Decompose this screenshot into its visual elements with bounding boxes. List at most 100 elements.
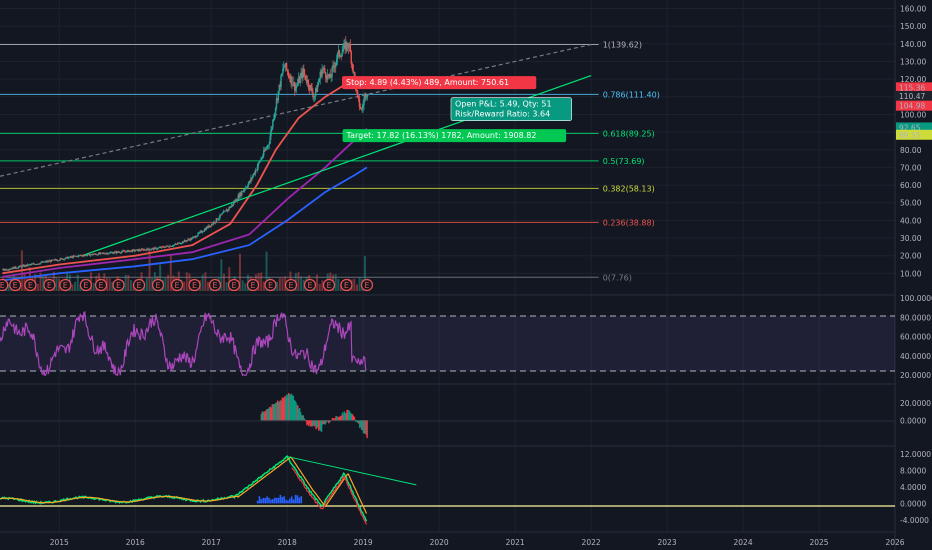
candle-body bbox=[273, 113, 276, 119]
candle-body bbox=[111, 252, 114, 254]
price-tick-label: 140.00 bbox=[900, 40, 926, 49]
candle-body bbox=[133, 249, 135, 252]
candle-body bbox=[194, 236, 197, 238]
candle-body bbox=[85, 254, 87, 256]
candle-body bbox=[136, 249, 138, 251]
candle-body bbox=[174, 243, 176, 245]
histogram-bar bbox=[342, 414, 345, 421]
candle-body bbox=[192, 236, 195, 238]
rsi-pane[interactable] bbox=[0, 310, 895, 377]
histogram-bar bbox=[318, 420, 320, 431]
macd-y-axis: 12.0000 8.0000 4.0000 0.0000 -4.0000 bbox=[900, 450, 931, 525]
candle-body bbox=[339, 56, 342, 58]
candle-body bbox=[332, 65, 334, 68]
candle-body bbox=[276, 98, 279, 101]
earnings-marker-label: E bbox=[344, 281, 349, 290]
candle-body bbox=[89, 254, 92, 256]
macd-bar bbox=[296, 495, 299, 504]
hist-tick-label: 0.0000 bbox=[900, 416, 926, 425]
candle-body bbox=[206, 227, 208, 229]
candle-body bbox=[356, 90, 358, 91]
macd-histogram-bars bbox=[256, 494, 303, 504]
candle-body bbox=[108, 253, 110, 255]
histogram-bar bbox=[267, 408, 270, 421]
earnings-marker-label: E bbox=[155, 281, 160, 290]
candle-body bbox=[68, 256, 71, 258]
x-tick-label: 2020 bbox=[430, 538, 449, 547]
earnings-marker bbox=[303, 278, 317, 292]
price-tag-bg bbox=[896, 82, 932, 93]
price-tag-label: 110.47 bbox=[899, 92, 925, 101]
candle-body bbox=[290, 76, 292, 83]
macd-bar bbox=[275, 497, 278, 504]
macd-red-line bbox=[291, 467, 368, 525]
candle-body bbox=[325, 77, 328, 80]
macd-bar bbox=[277, 497, 280, 504]
candle-body bbox=[241, 191, 243, 196]
candle-body bbox=[207, 225, 209, 229]
volume-bar bbox=[111, 281, 114, 291]
candle-body bbox=[56, 260, 58, 261]
histogram-bar bbox=[313, 420, 315, 427]
x-tick-label: 2021 bbox=[506, 538, 525, 547]
histogram-bar bbox=[315, 420, 317, 430]
candle-body bbox=[134, 250, 136, 252]
volume-bar bbox=[159, 264, 162, 291]
candle-body bbox=[149, 249, 152, 251]
earnings-marker bbox=[208, 278, 222, 292]
macd-trendline[interactable] bbox=[287, 456, 417, 486]
candle-body bbox=[253, 173, 255, 176]
price-tag-bg bbox=[896, 129, 932, 140]
earnings-marker-label: E bbox=[250, 281, 255, 290]
earnings-marker bbox=[322, 278, 336, 292]
candle-body bbox=[205, 227, 207, 231]
macd-bar bbox=[281, 496, 284, 504]
candle-body bbox=[337, 50, 340, 53]
rsi-tick-label: 80.0000 bbox=[900, 313, 931, 322]
histogram-bar bbox=[314, 420, 316, 426]
candle-body bbox=[141, 248, 144, 250]
histogram-bar bbox=[271, 404, 274, 421]
histogram-bar bbox=[326, 420, 328, 422]
price-tag-bg bbox=[896, 90, 932, 101]
volume-bar bbox=[90, 272, 93, 291]
volume-bar bbox=[183, 281, 186, 291]
candle-body bbox=[29, 264, 32, 266]
candle-body bbox=[87, 253, 89, 256]
position-box-bg bbox=[342, 129, 567, 143]
rsi-line bbox=[0, 310, 367, 377]
candle-body bbox=[78, 255, 81, 257]
candle-body bbox=[54, 259, 56, 261]
candle-body bbox=[296, 83, 299, 86]
histogram-bar bbox=[337, 417, 339, 421]
candle-body bbox=[26, 264, 29, 266]
candle-body bbox=[56, 260, 59, 262]
histogram-bar bbox=[316, 420, 318, 428]
price-tag-label: 104.98 bbox=[899, 102, 925, 111]
candle-body bbox=[318, 79, 321, 83]
position-boxes[interactable]: Stop: 4.89 (4.43%) 489, Amount: 750.61 Op… bbox=[342, 76, 572, 143]
histogram-bar bbox=[264, 411, 266, 421]
candle-body bbox=[112, 253, 114, 254]
momentum-histogram-pane[interactable] bbox=[0, 393, 895, 439]
candle-body bbox=[31, 263, 33, 265]
candle-body bbox=[185, 240, 187, 242]
histogram-bar bbox=[307, 420, 309, 424]
candle-body bbox=[221, 213, 223, 215]
candle-body bbox=[269, 136, 271, 144]
candle-body bbox=[5, 269, 8, 271]
moving-average-line bbox=[2, 166, 368, 282]
price-pane[interactable]: 1(139.62) 0.786(111.40) 0.618(89.25) 0.5(73… bbox=[0, 36, 660, 292]
histogram-bar bbox=[284, 395, 286, 421]
earnings-marker bbox=[112, 278, 125, 292]
candle-body bbox=[148, 249, 150, 251]
candle-body bbox=[165, 245, 167, 247]
macd-pane[interactable] bbox=[0, 455, 895, 525]
histogram-bar bbox=[354, 419, 357, 421]
candle-body bbox=[152, 248, 155, 250]
candle-body bbox=[285, 63, 288, 70]
volume-bar bbox=[225, 282, 228, 291]
candle-body bbox=[3, 268, 5, 270]
